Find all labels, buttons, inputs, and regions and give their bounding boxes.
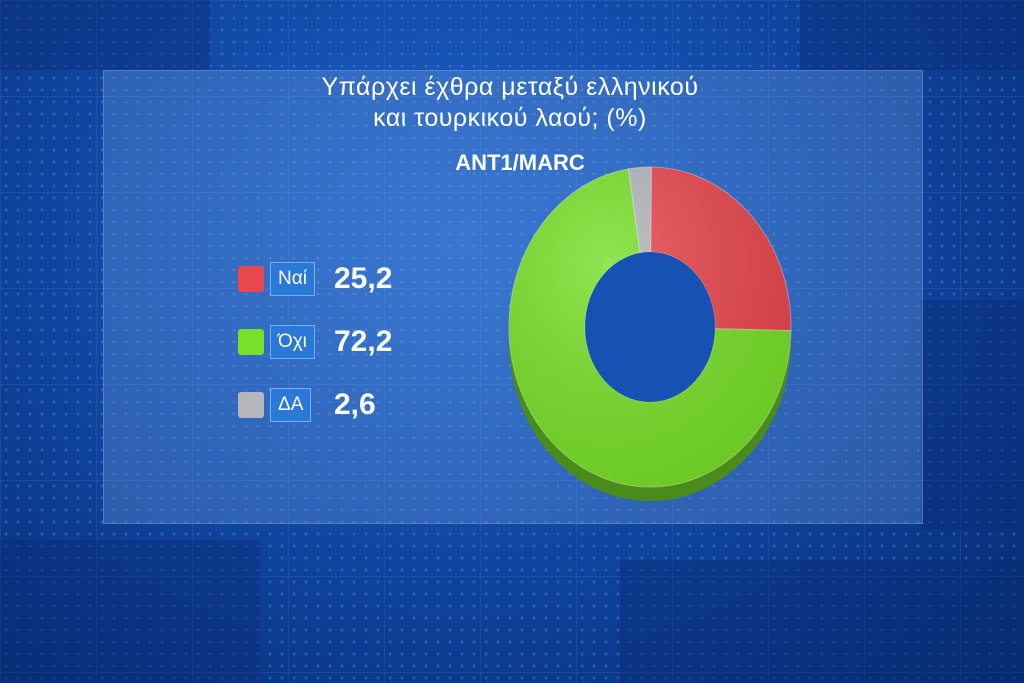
background-block xyxy=(0,0,210,70)
chart-title: Υπάρχει έχθρα μεταξύ ελληνικού και τουρκ… xyxy=(321,73,699,132)
legend-swatch-no xyxy=(238,329,264,355)
donut-chart xyxy=(508,166,792,501)
background-block xyxy=(800,0,1024,70)
legend-item-dk: ΔΑ 2,6 xyxy=(238,386,478,426)
legend-value-no: 72,2 xyxy=(334,325,393,358)
legend-swatch-yes xyxy=(238,266,264,292)
legend-item-no: Όχι 72,2 xyxy=(238,323,478,363)
legend-label-no: Όχι xyxy=(270,325,315,359)
legend-value-yes: 25,2 xyxy=(334,262,393,295)
background-block xyxy=(0,540,260,683)
legend-item-yes: Ναί 25,2 xyxy=(238,260,478,300)
background-block xyxy=(620,560,1024,683)
background-block xyxy=(921,300,1024,530)
legend-label-yes: Ναί xyxy=(270,262,315,296)
legend-value-dk: 2,6 xyxy=(334,388,376,421)
legend-label-dk: ΔΑ xyxy=(270,388,312,422)
donut-hole xyxy=(585,252,715,402)
legend-swatch-dk xyxy=(238,392,264,418)
